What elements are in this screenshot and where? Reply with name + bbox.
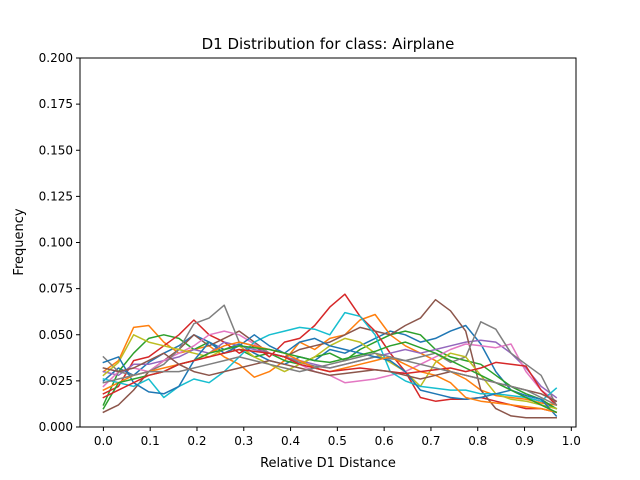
y-tick-label: 0.000 <box>39 420 73 434</box>
x-axis-label: Relative D1 Distance <box>260 456 396 471</box>
x-tick-label: 0.6 <box>375 434 394 448</box>
x-axis-ticks: 0.0 0.1 0.2 0.3 0.4 0.5 0.6 0.7 0.8 0.9 1.0 <box>94 427 581 448</box>
series-line-16 <box>102 352 558 406</box>
x-tick-label: 0.5 <box>328 434 347 448</box>
series-layer <box>102 293 558 419</box>
x-tick-label: 0.4 <box>281 434 300 448</box>
x-tick-label: 0.8 <box>468 434 487 448</box>
x-tick-label: 0.0 <box>94 434 113 448</box>
x-tick-label: 0.9 <box>515 434 534 448</box>
y-tick-label: 0.125 <box>39 189 73 203</box>
y-axis-ticks: 0.000 0.025 0.050 0.075 0.100 0.125 0.150 0.175… <box>39 51 80 434</box>
x-tick-label: 0.2 <box>187 434 206 448</box>
y-tick-label: 0.100 <box>39 236 73 250</box>
y-axis-label: Frequency <box>12 208 27 275</box>
x-tick-label: 0.1 <box>141 434 160 448</box>
x-tick-label: 1.0 <box>562 434 581 448</box>
y-tick-label: 0.200 <box>39 51 73 65</box>
y-tick-label: 0.175 <box>39 97 73 111</box>
series-line-1 <box>102 324 558 410</box>
y-tick-label: 0.050 <box>39 328 73 342</box>
x-tick-label: 0.3 <box>234 434 253 448</box>
series-line-11 <box>102 334 558 417</box>
series-line-3 <box>102 330 558 410</box>
y-tick-label: 0.075 <box>39 282 73 296</box>
x-tick-label: 0.7 <box>421 434 440 448</box>
y-tick-label: 0.150 <box>39 143 73 157</box>
chart-title: D1 Distribution for class: Airplane <box>202 35 455 53</box>
y-tick-label: 0.025 <box>39 374 73 388</box>
